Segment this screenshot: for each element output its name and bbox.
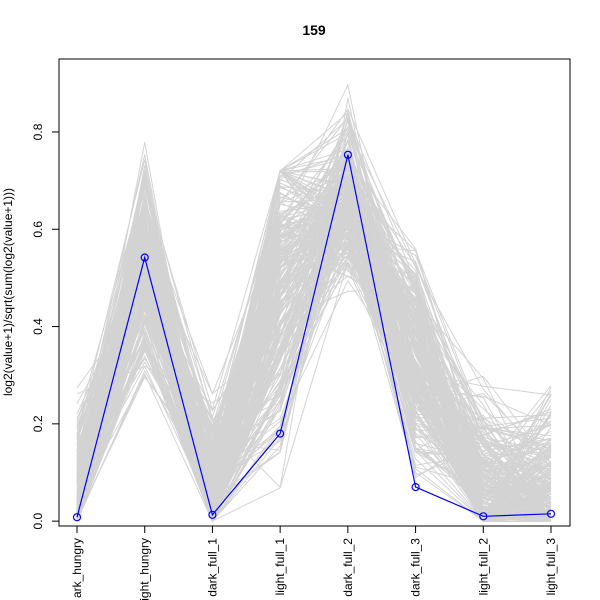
background-series-line bbox=[76, 246, 552, 522]
background-series-line bbox=[76, 119, 552, 508]
y-tick-label: 0.4 bbox=[31, 318, 45, 335]
highlight-point bbox=[72, 513, 82, 522]
background-series-line bbox=[76, 155, 552, 522]
background-series-line bbox=[76, 142, 552, 522]
highlight-point bbox=[479, 512, 488, 521]
highlight-point bbox=[546, 509, 556, 518]
y-tick-label: 0.2 bbox=[31, 415, 45, 432]
background-series-line bbox=[76, 159, 552, 518]
highlight-series-line bbox=[76, 154, 552, 518]
y-tick-label: 0.6 bbox=[31, 221, 45, 238]
x-axis: ark_hungry ight_hungry dark_full_1 light_fu… bbox=[70, 525, 558, 600]
background-series-line bbox=[76, 163, 551, 522]
background-series-line bbox=[76, 215, 552, 522]
background-series-line bbox=[76, 187, 552, 524]
background-series-line bbox=[76, 220, 552, 509]
x-tick-label: dark_full_2 bbox=[341, 538, 355, 597]
background-series-line bbox=[76, 245, 552, 523]
chart-title: 159 bbox=[302, 22, 326, 38]
background-series-line bbox=[76, 203, 552, 522]
highlight-point bbox=[343, 150, 352, 159]
background-series-line bbox=[76, 180, 552, 523]
y-tick-label: 0.8 bbox=[31, 123, 45, 140]
x-tick-label: ight_hungry bbox=[138, 538, 152, 600]
background-series-line bbox=[76, 223, 552, 521]
x-tick-label: light_full_1 bbox=[273, 538, 287, 596]
background-series-group bbox=[76, 83, 552, 524]
background-series-line bbox=[76, 236, 552, 523]
highlight-series-group bbox=[72, 150, 556, 522]
background-series-line bbox=[76, 214, 552, 524]
x-tick-label: dark_full_1 bbox=[205, 538, 219, 597]
highlight-point bbox=[411, 483, 420, 492]
background-series-line bbox=[76, 187, 552, 522]
y-axis-label: log2(value+1)/sqrt(sum(log2(value+1))) bbox=[1, 188, 15, 396]
x-tick-label: dark_full_3 bbox=[409, 538, 423, 597]
highlight-point bbox=[140, 253, 149, 262]
background-series-line bbox=[76, 117, 552, 481]
y-tick-label: 0.0 bbox=[31, 512, 45, 529]
x-tick-label: ark_hungry bbox=[70, 538, 84, 598]
y-axis: 0.0 0.2 0.4 0.6 0.8 bbox=[31, 123, 60, 529]
background-series-line bbox=[76, 132, 552, 505]
x-tick-label: light_full_3 bbox=[544, 538, 558, 596]
highlight-point bbox=[276, 429, 285, 438]
background-series-line bbox=[76, 173, 552, 522]
highlight-point bbox=[208, 510, 217, 519]
background-series-line bbox=[76, 192, 552, 520]
x-tick-label: light_full_2 bbox=[476, 538, 490, 596]
